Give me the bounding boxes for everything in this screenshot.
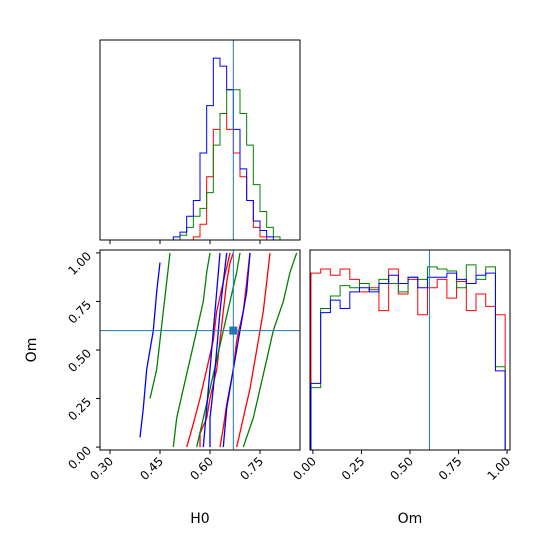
h0-axis-label: H0 <box>190 511 209 527</box>
h0-tick-label: 0.75 <box>237 454 266 483</box>
om-axis-label-left: Om <box>24 338 40 363</box>
om-hist-frame <box>309 249 511 451</box>
h0-hist-blue <box>100 57 300 240</box>
om-hist-blue <box>310 272 506 450</box>
contour-frame <box>99 249 301 451</box>
om-hist-green <box>310 264 506 450</box>
h0-om-contour-panel: 0.30 0.45 0.60 0.75 0.00 0.25 0.50 0.75 1.00 <box>65 249 301 483</box>
contour-green <box>242 252 298 448</box>
h0-tick-label: 0.30 <box>87 454 116 483</box>
contour-blue <box>139 262 161 438</box>
om-tick-label-left: 0.75 <box>65 298 94 327</box>
h0-hist-green <box>100 89 300 240</box>
h0-hist-red <box>100 113 300 240</box>
contour-green <box>149 252 171 399</box>
contour-blue <box>222 252 251 448</box>
om-tick-label-bottom: 0.25 <box>339 454 368 483</box>
om-tick-label-bottom: 0.50 <box>387 454 416 483</box>
contour-green <box>196 252 241 448</box>
contour-blue <box>202 252 221 448</box>
h0-hist-frame <box>99 39 301 241</box>
om-histogram-panel: 0.00 0.25 0.50 0.75 1.00 <box>290 249 513 483</box>
om-tick-label-bottom: 0.00 <box>290 454 319 483</box>
om-tick-label-left: 0.00 <box>65 443 94 472</box>
h0-tick-label: 0.60 <box>187 454 216 483</box>
om-tick-label-bottom: 0.75 <box>436 454 465 483</box>
contour-blue <box>209 252 228 448</box>
om-tick-label-left: 1.00 <box>65 249 94 278</box>
contour-green <box>172 252 211 448</box>
h0-histogram-panel <box>99 39 301 244</box>
om-tick-label-bottom: 1.00 <box>484 454 513 483</box>
contour-red <box>236 252 271 448</box>
truth-marker <box>229 326 238 335</box>
om-tick-label-left: 0.25 <box>65 395 94 424</box>
om-tick-label-left: 0.50 <box>65 346 94 375</box>
om-axis-label-bottom: Om <box>398 511 423 527</box>
contour-red <box>219 252 251 448</box>
h0-tick-label: 0.45 <box>137 454 166 483</box>
